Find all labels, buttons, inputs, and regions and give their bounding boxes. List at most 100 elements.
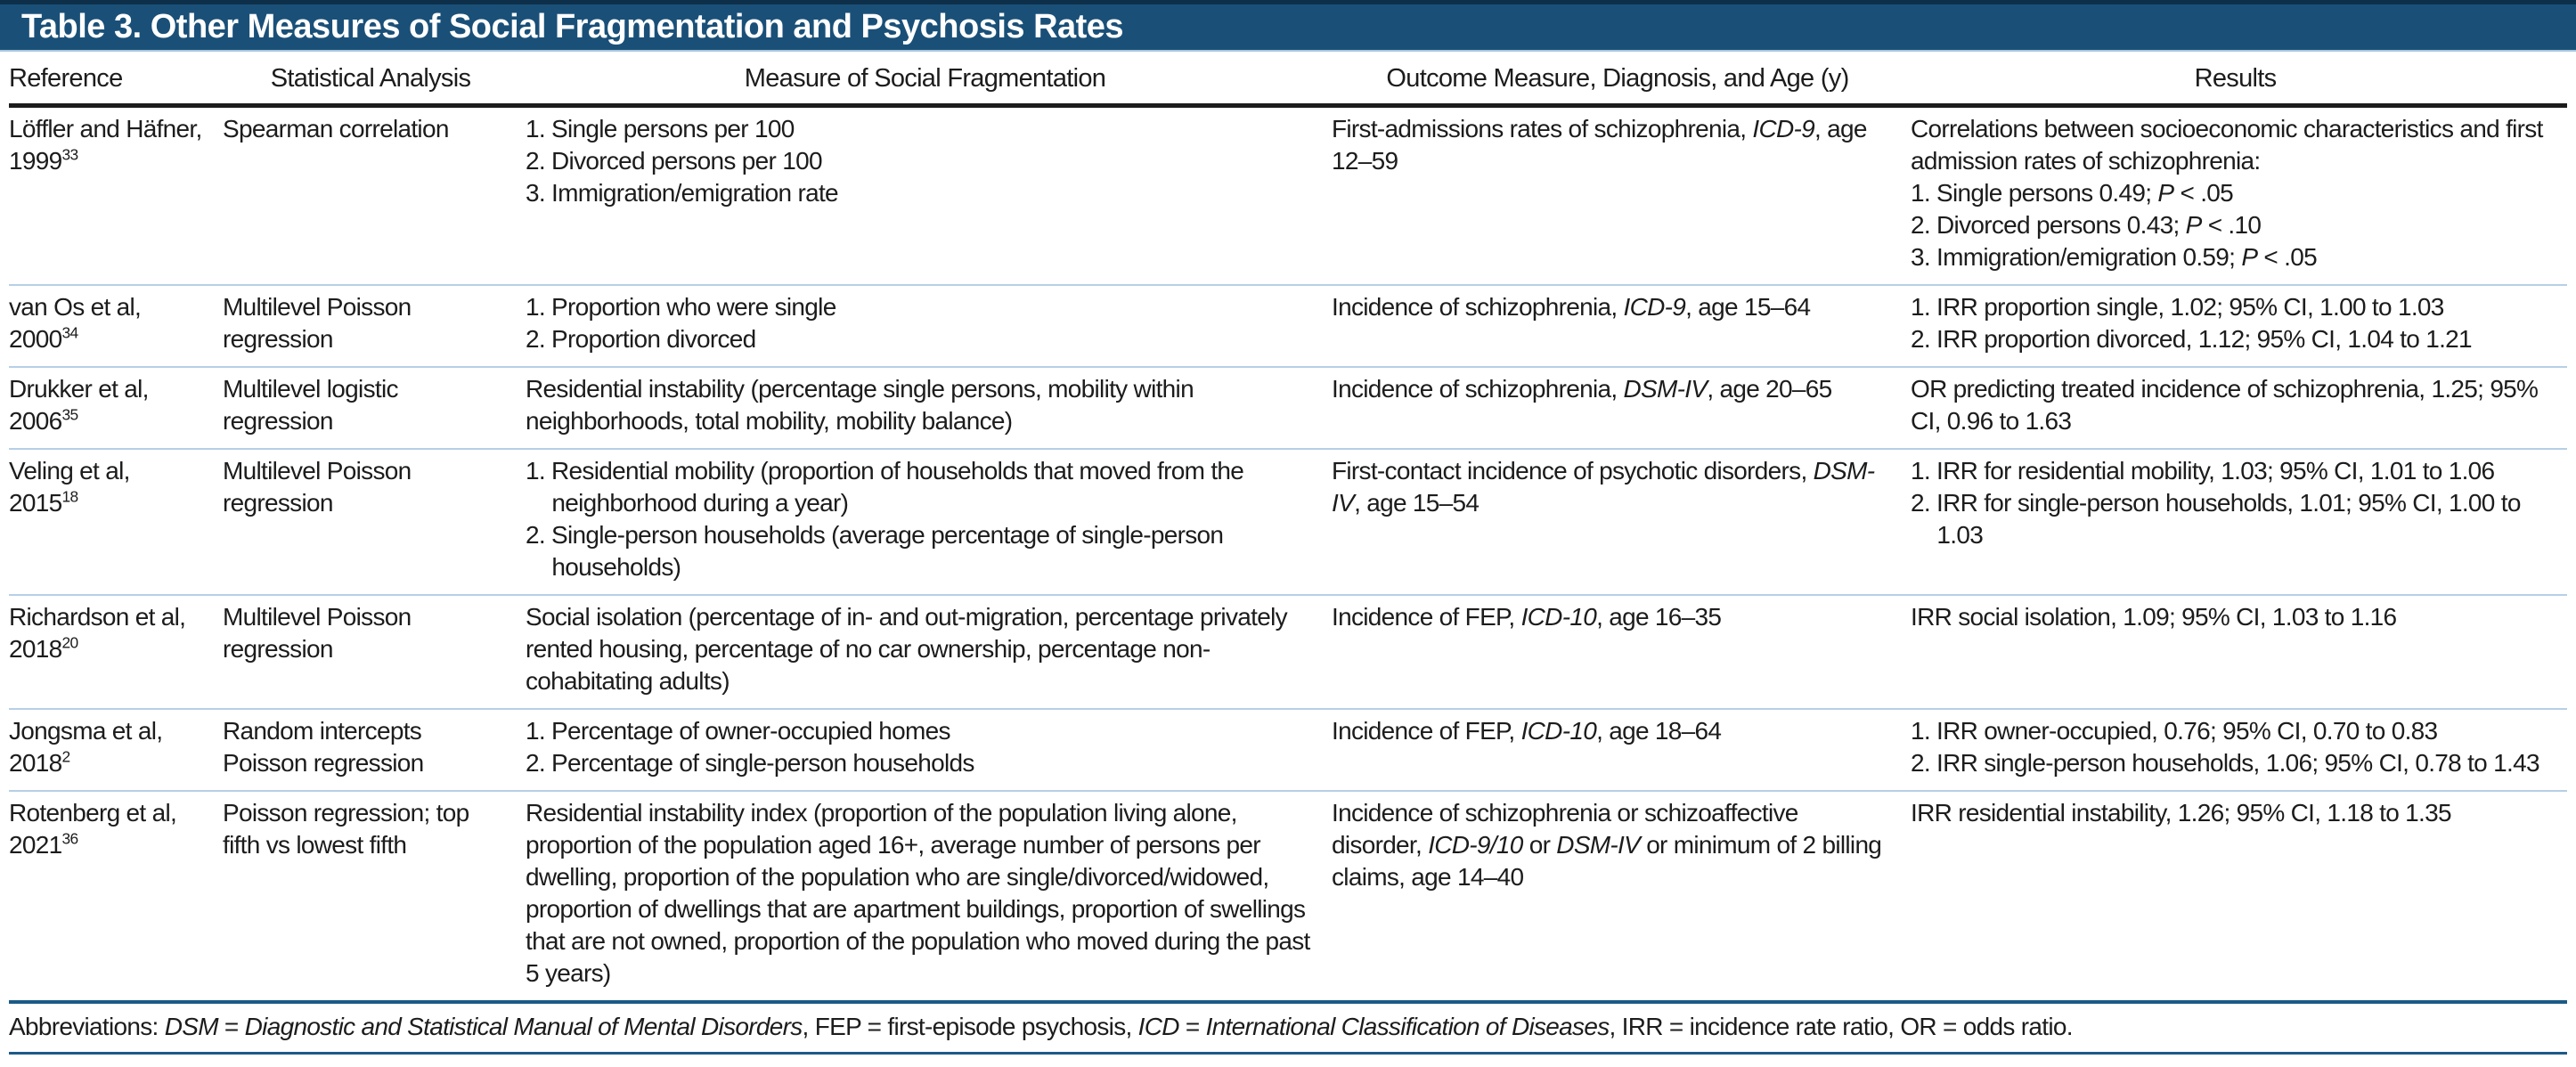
cell-outcome: Incidence of schizophrenia or schizoaffe… — [1332, 791, 1911, 1004]
table-row: Richardson et al, 201820 Multilevel Poiss… — [9, 595, 2567, 710]
cell-statistical-analysis: Multilevel logistic regression — [223, 367, 526, 450]
cell-line: 3. Immigration/emigration 0.59; P < .05 — [1911, 243, 2318, 271]
cell-line: Incidence of FEP, ICD-10, age 18–64 — [1332, 717, 1722, 745]
cell-line: van Os et al, 200034 — [9, 293, 142, 353]
cell-line: Multilevel Poisson regression — [223, 457, 412, 517]
cell-line: Richardson et al, 201820 — [9, 603, 186, 663]
cell-line: Multilevel Poisson regression — [223, 603, 412, 663]
table-body: Löffler and Häfner, 199933 Spearman corre… — [9, 105, 2567, 1004]
cell-measure: 1. Residential mobility (proportion of h… — [526, 449, 1332, 596]
cell-line: Incidence of schizophrenia or schizoaffe… — [1332, 799, 1882, 891]
cell-results: IRR social isolation, 1.09; 95% CI, 1.03… — [1911, 595, 2567, 710]
cell-statistical-analysis: Multilevel Poisson regression — [223, 449, 526, 596]
table-title-bar: Table 3. Other Measures of Social Fragme… — [0, 0, 2576, 52]
cell-line: Rotenberg et al, 202136 — [9, 799, 177, 859]
cell-reference: van Os et al, 200034 — [9, 285, 223, 368]
cell-line: 1. Percentage of owner-occupied homes — [526, 717, 951, 745]
cell-reference: Rotenberg et al, 202136 — [9, 791, 223, 1004]
cell-results: OR predicting treated incidence of schiz… — [1911, 367, 2567, 450]
cell-line: Residential instability index (proportio… — [526, 799, 1310, 987]
cell-measure: Residential instability index (proportio… — [526, 791, 1332, 1004]
table-row: Rotenberg et al, 202136 Poisson regressio… — [9, 791, 2567, 1004]
cell-line: Incidence of schizophrenia, ICD-9, age 1… — [1332, 293, 1811, 321]
cell-results: Correlations between socioeconomic chara… — [1911, 105, 2567, 286]
column-header-outcome: Outcome Measure, Diagnosis, and Age (y) — [1332, 52, 1911, 108]
cell-line: IRR residential instability, 1.26; 95% C… — [1911, 799, 2452, 827]
table-row: van Os et al, 200034 Multilevel Poisson r… — [9, 285, 2567, 368]
cell-line: Random intercepts Poisson regression — [223, 717, 424, 777]
column-header-statistical-analysis: Statistical Analysis — [223, 52, 526, 108]
cell-statistical-analysis: Spearman correlation — [223, 105, 526, 286]
cell-outcome: First-admissions rates of schizophrenia,… — [1332, 105, 1911, 286]
cell-line: 2. IRR proportion divorced, 1.12; 95% CI… — [1911, 325, 2473, 353]
cell-reference: Richardson et al, 201820 — [9, 595, 223, 710]
cell-outcome: Incidence of schizophrenia, ICD-9, age 1… — [1332, 285, 1911, 368]
cell-line: OR predicting treated incidence of schiz… — [1911, 375, 2539, 435]
cell-line: 1. IRR owner-occupied, 0.76; 95% CI, 0.7… — [1911, 717, 2438, 745]
cell-reference: Löffler and Häfner, 199933 — [9, 105, 223, 286]
table-row: Löffler and Häfner, 199933 Spearman corre… — [9, 105, 2567, 286]
cell-line: Social isolation (percentage of in- and … — [526, 603, 1288, 695]
cell-reference: Jongsma et al, 20182 — [9, 709, 223, 792]
cell-line: Multilevel Poisson regression — [223, 293, 412, 353]
cell-line: 1. Single persons per 100 — [526, 115, 795, 143]
cell-measure: 1. Proportion who were single 2. Proporti… — [526, 285, 1332, 368]
cell-line: 2. IRR for single-person households, 1.0… — [1911, 489, 2521, 549]
cell-outcome: Incidence of FEP, ICD-10, age 18–64 — [1332, 709, 1911, 792]
cell-results: 1. IRR for residential mobility, 1.03; 9… — [1911, 449, 2567, 596]
cell-line: Residential instability (percentage sing… — [526, 375, 1194, 435]
cell-line: 1. Residential mobility (proportion of h… — [526, 457, 1244, 517]
cell-line: 1. IRR for residential mobility, 1.03; 9… — [1911, 457, 2495, 485]
cell-line: 2. Single-person households (average per… — [526, 521, 1224, 581]
cell-line: Spearman correlation — [223, 115, 449, 143]
cell-line: 2. Percentage of single-person household… — [526, 749, 974, 777]
table-footnote: Abbreviations: DSM = Diagnostic and Stat… — [9, 1004, 2567, 1055]
cell-results: IRR residential instability, 1.26; 95% C… — [1911, 791, 2567, 1004]
cell-line: 2. IRR single-person households, 1.06; 9… — [1911, 749, 2540, 777]
cell-outcome: Incidence of schizophrenia, DSM-IV, age … — [1332, 367, 1911, 450]
cell-measure: 1. Single persons per 100 2. Divorced per… — [526, 105, 1332, 286]
cell-line: First-admissions rates of schizophrenia,… — [1332, 115, 1867, 175]
cell-measure: Social isolation (percentage of in- and … — [526, 595, 1332, 710]
cell-line: Multilevel logistic regression — [223, 375, 398, 435]
cell-line: Veling et al, 201518 — [9, 457, 130, 517]
cell-line: IRR social isolation, 1.09; 95% CI, 1.03… — [1911, 603, 2397, 631]
column-header-measure: Measure of Social Fragmentation — [526, 52, 1332, 108]
column-header-results: Results — [1911, 52, 2567, 108]
table-title: Table 3. Other Measures of Social Fragme… — [21, 8, 1124, 45]
cell-statistical-analysis: Random intercepts Poisson regression — [223, 709, 526, 792]
cell-statistical-analysis: Multilevel Poisson regression — [223, 285, 526, 368]
table-header: Reference Statistical Analysis Measure o… — [9, 52, 2567, 108]
cell-line: Poisson regression; top fifth vs lowest … — [223, 799, 469, 859]
cell-line: 2. Divorced persons 0.43; P < .10 — [1911, 211, 2262, 239]
cell-outcome: Incidence of FEP, ICD-10, age 16–35 — [1332, 595, 1911, 710]
cell-reference: Drukker et al, 200635 — [9, 367, 223, 450]
cell-statistical-analysis: Poisson regression; top fifth vs lowest … — [223, 791, 526, 1004]
cell-measure: Residential instability (percentage sing… — [526, 367, 1332, 450]
cell-line: Drukker et al, 200635 — [9, 375, 149, 435]
cell-results: 1. IRR owner-occupied, 0.76; 95% CI, 0.7… — [1911, 709, 2567, 792]
cell-line: 1. Single persons 0.49; P < .05 — [1911, 179, 2234, 207]
cell-line: Incidence of FEP, ICD-10, age 16–35 — [1332, 603, 1722, 631]
cell-line: Jongsma et al, 20182 — [9, 717, 163, 777]
header-row: Reference Statistical Analysis Measure o… — [9, 52, 2567, 108]
table-row: Veling et al, 201518 Multilevel Poisson r… — [9, 449, 2567, 596]
cell-line: 1. IRR proportion single, 1.02; 95% CI, … — [1911, 293, 2444, 321]
cell-line: 2. Divorced persons per 100 — [526, 147, 823, 175]
cell-line: Incidence of schizophrenia, DSM-IV, age … — [1332, 375, 1832, 403]
cell-line: Löffler and Häfner, 199933 — [9, 115, 202, 175]
cell-line: 2. Proportion divorced — [526, 325, 756, 353]
cell-line: 1. Proportion who were single — [526, 293, 836, 321]
cell-outcome: First-contact incidence of psychotic dis… — [1332, 449, 1911, 596]
data-table: Reference Statistical Analysis Measure o… — [9, 52, 2567, 1004]
column-header-reference: Reference — [9, 52, 223, 108]
cell-statistical-analysis: Multilevel Poisson regression — [223, 595, 526, 710]
cell-line: 3. Immigration/emigration rate — [526, 179, 839, 207]
table-row: Jongsma et al, 20182 Random intercepts Po… — [9, 709, 2567, 792]
cell-measure: 1. Percentage of owner-occupied homes 2. … — [526, 709, 1332, 792]
cell-results: 1. IRR proportion single, 1.02; 95% CI, … — [1911, 285, 2567, 368]
cell-reference: Veling et al, 201518 — [9, 449, 223, 596]
cell-line: Correlations between socioeconomic chara… — [1911, 115, 2543, 175]
table-row: Drukker et al, 200635 Multilevel logistic… — [9, 367, 2567, 450]
cell-line: First-contact incidence of psychotic dis… — [1332, 457, 1875, 517]
